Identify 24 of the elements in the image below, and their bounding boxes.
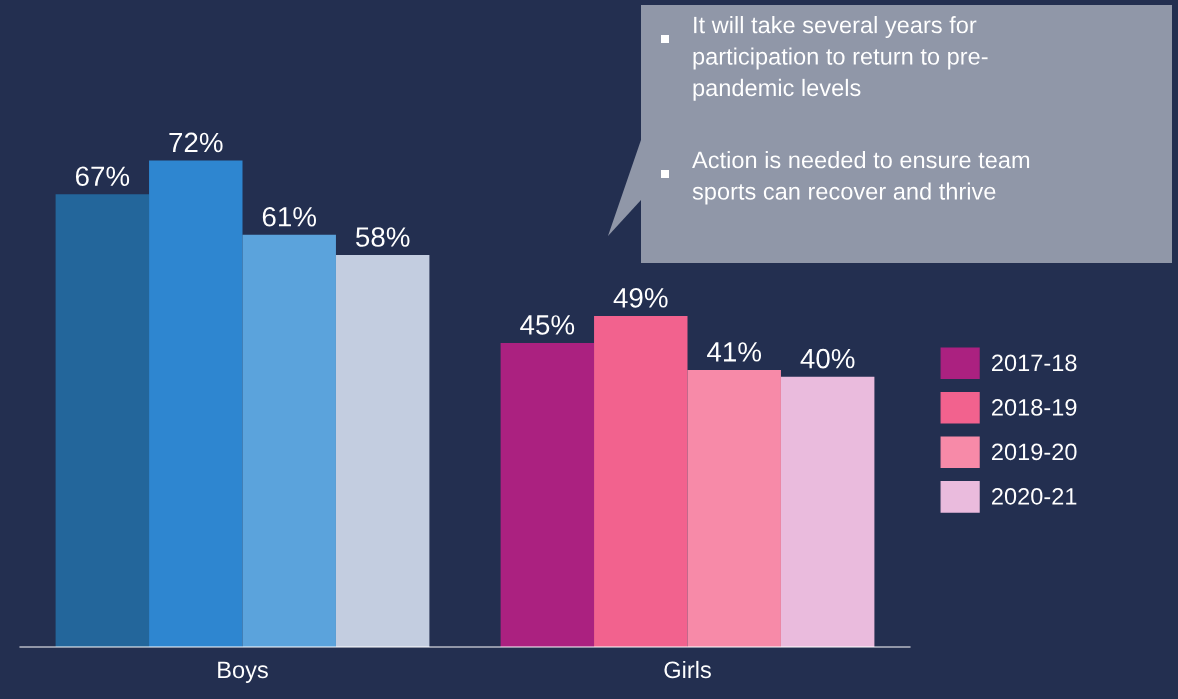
legend-label: 2018-19	[992, 398, 1077, 416]
bar	[149, 160, 243, 647]
legend-label: 2017-18	[992, 354, 1077, 372]
bar	[55, 194, 150, 647]
bar	[687, 369, 781, 647]
data-label: 72%	[169, 132, 223, 153]
data-label: 40%	[800, 348, 855, 369]
bar	[500, 342, 595, 647]
text: It will take several years for participation to return to pre- pandemic levels	[693, 16, 988, 101]
data-label: 67%	[75, 166, 130, 187]
bar	[335, 255, 430, 647]
legend-label: 2020-21	[992, 488, 1077, 505]
data-label: 61%	[262, 206, 317, 227]
data-label: 41%	[707, 342, 762, 362]
x-tick-label: Boys	[218, 661, 268, 683]
data-label: 45%	[520, 315, 575, 335]
data-label: 58%	[355, 227, 410, 247]
data-label: 49%	[613, 287, 668, 308]
x-tick-label: Girls	[664, 660, 711, 679]
bar	[242, 234, 336, 647]
bar	[780, 376, 875, 647]
legend-label: 2019-20	[992, 443, 1077, 461]
bar	[594, 315, 688, 647]
annotation: Action is needed to ensure team sports can recover and thrive	[692, 151, 1030, 205]
